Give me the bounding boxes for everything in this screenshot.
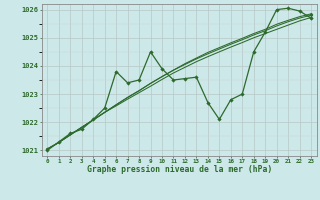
- X-axis label: Graphe pression niveau de la mer (hPa): Graphe pression niveau de la mer (hPa): [87, 165, 272, 174]
